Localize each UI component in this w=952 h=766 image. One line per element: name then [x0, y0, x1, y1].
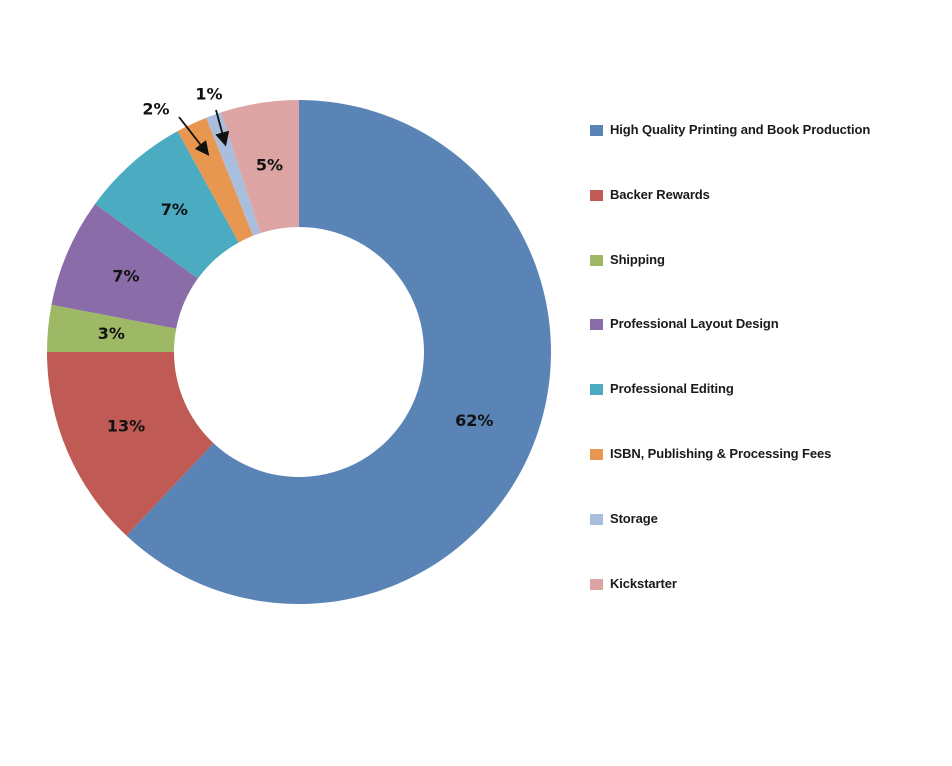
- callout-label-isbn-publishing-processing-fees: 2%: [142, 100, 169, 119]
- legend-item-professional-editing: Professional Editing: [590, 381, 930, 446]
- legend: High Quality Printing and Book Productio…: [590, 122, 930, 640]
- callout-arrow-isbn-publishing-processing-fees: [178, 116, 210, 156]
- legend-swatch: [590, 254, 603, 266]
- legend-label: ISBN, Publishing & Processing Fees: [610, 445, 832, 461]
- legend-label: Shipping: [610, 251, 665, 267]
- data-label-backer-rewards: 13%: [107, 416, 145, 435]
- legend-swatch: [590, 448, 603, 460]
- legend-label: Kickstarter: [610, 575, 677, 591]
- legend-swatch: [590, 189, 603, 201]
- legend-item-isbn-publishing-processing-fees: ISBN, Publishing & Processing Fees: [590, 446, 930, 511]
- legend-label: Storage: [610, 510, 658, 526]
- legend-item-high-quality-printing-and-book-production: High Quality Printing and Book Productio…: [590, 122, 930, 187]
- callout-arrow-storage: [215, 109, 230, 147]
- legend-swatch: [590, 384, 603, 396]
- data-label-kickstarter: 5%: [256, 155, 283, 174]
- slice-kickstarter: [221, 100, 299, 234]
- data-label-professional-layout-design: 7%: [112, 267, 139, 286]
- legend-item-storage: Storage: [590, 511, 930, 576]
- legend-item-shipping: Shipping: [590, 252, 930, 317]
- legend-item-kickstarter: Kickstarter: [590, 576, 930, 641]
- legend-swatch: [590, 513, 603, 525]
- slice-shipping: [47, 304, 177, 352]
- slice-high-quality-printing-and-book-production: [126, 100, 551, 604]
- slice-professional-editing: [95, 131, 239, 279]
- legend-label: Professional Editing: [610, 381, 734, 397]
- legend-label: High Quality Printing and Book Productio…: [610, 122, 871, 137]
- slice-backer-rewards: [47, 352, 214, 536]
- data-label-shipping: 3%: [98, 324, 125, 343]
- slice-professional-layout-design: [51, 203, 198, 329]
- legend-swatch: [590, 578, 603, 590]
- legend-label: Professional Layout Design: [610, 316, 779, 332]
- legend-item-backer-rewards: Backer Rewards: [590, 187, 930, 252]
- callout-label-storage: 1%: [195, 85, 222, 104]
- legend-swatch: [590, 319, 603, 331]
- data-label-high-quality-printing-and-book-production: 62%: [455, 411, 493, 430]
- legend-swatch: [590, 125, 603, 136]
- legend-item-professional-layout-design: Professional Layout Design: [590, 316, 930, 381]
- data-label-professional-editing: 7%: [161, 200, 188, 219]
- legend-label: Backer Rewards: [610, 186, 710, 202]
